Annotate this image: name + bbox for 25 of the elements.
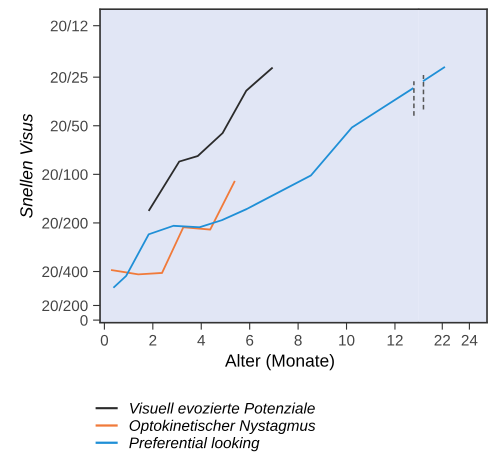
x-tick-label: 22 — [434, 334, 450, 346]
x-tick-label: 2 — [149, 334, 156, 346]
y-tick-label: 20/200 — [42, 300, 88, 312]
y-tick-label: 20/50 — [50, 120, 88, 132]
y-tick-label: 20/25 — [50, 72, 88, 83]
x-tick-label: 0 — [100, 334, 108, 346]
x-tick-label: 4 — [197, 335, 206, 346]
x-tick-label: 6 — [246, 334, 254, 346]
y-tick-label: 20/400 — [42, 266, 88, 278]
y-tick-label: 20/200 — [42, 217, 88, 229]
line-series — [113, 88, 414, 288]
y-axis-title: Snellen Visus — [20, 114, 33, 218]
legend-label: Preferential looking — [129, 437, 260, 452]
x-tick-label: 24 — [462, 334, 478, 346]
y-tick-label: 20/12 — [50, 20, 88, 32]
y-tick-label: 20/100 — [42, 168, 88, 180]
x-tick-label: 10 — [339, 334, 354, 346]
x-axis-title: Alter (Monate) — [225, 354, 334, 370]
legend-label: Optokinetischer Nystagmus — [130, 420, 316, 434]
y-tick-label: 0 — [80, 314, 88, 326]
line-series — [148, 67, 273, 212]
x-tick-label: 8 — [294, 334, 302, 346]
line-series — [111, 180, 236, 276]
legend-label: Visuell evozierte Potenziale — [130, 402, 315, 414]
x-tick-label: 12 — [388, 334, 403, 346]
